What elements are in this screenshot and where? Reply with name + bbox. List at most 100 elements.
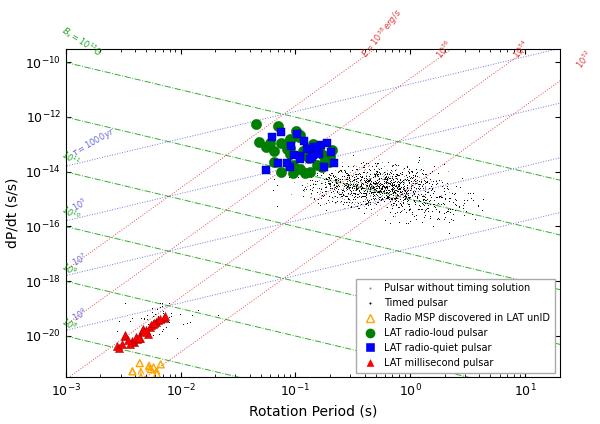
- Point: [361, 182, 370, 189]
- Point: [425, 176, 435, 182]
- Point: [392, 176, 401, 182]
- Point: [395, 188, 405, 195]
- Point: [365, 180, 375, 187]
- Point: [346, 178, 355, 184]
- Point: [346, 202, 355, 209]
- Point: [326, 172, 336, 179]
- Point: [433, 215, 442, 221]
- Point: [405, 218, 415, 225]
- Point: [391, 173, 401, 179]
- Point: [269, 159, 279, 166]
- Point: [343, 183, 352, 190]
- Point: [356, 193, 366, 200]
- Point: [387, 180, 397, 187]
- Point: [356, 176, 365, 183]
- Point: [388, 170, 398, 177]
- Point: [353, 190, 362, 197]
- Point: [316, 192, 326, 198]
- Point: [350, 190, 360, 197]
- Point: [147, 308, 157, 315]
- Point: [344, 172, 353, 179]
- Point: [396, 179, 406, 185]
- Point: [403, 197, 412, 204]
- Point: [404, 180, 414, 187]
- Point: [413, 206, 423, 213]
- Point: [443, 206, 453, 212]
- Point: [352, 182, 362, 189]
- Point: [367, 184, 376, 191]
- Point: [392, 192, 402, 199]
- Point: [314, 165, 323, 172]
- Point: [419, 181, 428, 187]
- Point: [440, 195, 449, 201]
- Point: [385, 174, 394, 181]
- Point: [370, 186, 380, 192]
- Point: [306, 194, 316, 201]
- Point: [394, 204, 404, 211]
- Point: [392, 191, 401, 198]
- Point: [391, 171, 401, 178]
- Point: [411, 185, 421, 192]
- Point: [409, 191, 419, 198]
- Point: [324, 175, 334, 181]
- Point: [422, 200, 431, 206]
- Point: [371, 190, 380, 197]
- Point: [347, 172, 357, 179]
- Point: [394, 183, 404, 190]
- Point: [379, 190, 389, 197]
- Point: [308, 141, 318, 148]
- Point: [326, 149, 335, 156]
- Point: [397, 171, 407, 178]
- Point: [361, 192, 370, 199]
- Point: [366, 178, 376, 185]
- Point: [400, 185, 409, 192]
- Point: [401, 194, 410, 201]
- Point: [300, 170, 310, 176]
- Point: [364, 196, 373, 203]
- Point: [353, 184, 363, 191]
- Point: [420, 193, 430, 200]
- Point: [394, 171, 404, 178]
- Point: [366, 209, 376, 216]
- Point: [390, 195, 400, 202]
- Point: [361, 201, 370, 208]
- Point: [341, 170, 350, 176]
- Point: [340, 182, 350, 189]
- Point: [308, 151, 318, 158]
- Point: [428, 200, 438, 207]
- Point: [290, 151, 299, 158]
- Point: [286, 144, 295, 151]
- Point: [406, 193, 415, 200]
- Point: [399, 187, 409, 194]
- Point: [385, 182, 394, 189]
- Point: [319, 151, 328, 158]
- Point: [155, 318, 164, 325]
- Point: [345, 191, 355, 198]
- Point: [396, 198, 406, 205]
- Point: [404, 165, 414, 172]
- Point: [297, 182, 307, 189]
- Point: [420, 193, 430, 200]
- Point: [334, 177, 343, 184]
- Point: [371, 163, 381, 170]
- Point: [344, 195, 353, 202]
- Point: [363, 184, 373, 191]
- Point: [383, 180, 393, 187]
- Point: [372, 168, 382, 175]
- Point: [374, 176, 383, 183]
- Point: [365, 170, 375, 177]
- Point: [341, 168, 350, 175]
- Point: [412, 212, 421, 218]
- Point: [335, 179, 344, 185]
- Point: [344, 199, 354, 206]
- Point: [342, 183, 352, 190]
- Point: [353, 179, 363, 186]
- Point: [374, 195, 383, 202]
- Point: [372, 179, 382, 186]
- Point: [342, 171, 352, 178]
- Point: [277, 140, 286, 147]
- Point: [302, 183, 312, 190]
- Point: [327, 161, 337, 168]
- Point: [337, 187, 347, 193]
- Point: [414, 201, 424, 208]
